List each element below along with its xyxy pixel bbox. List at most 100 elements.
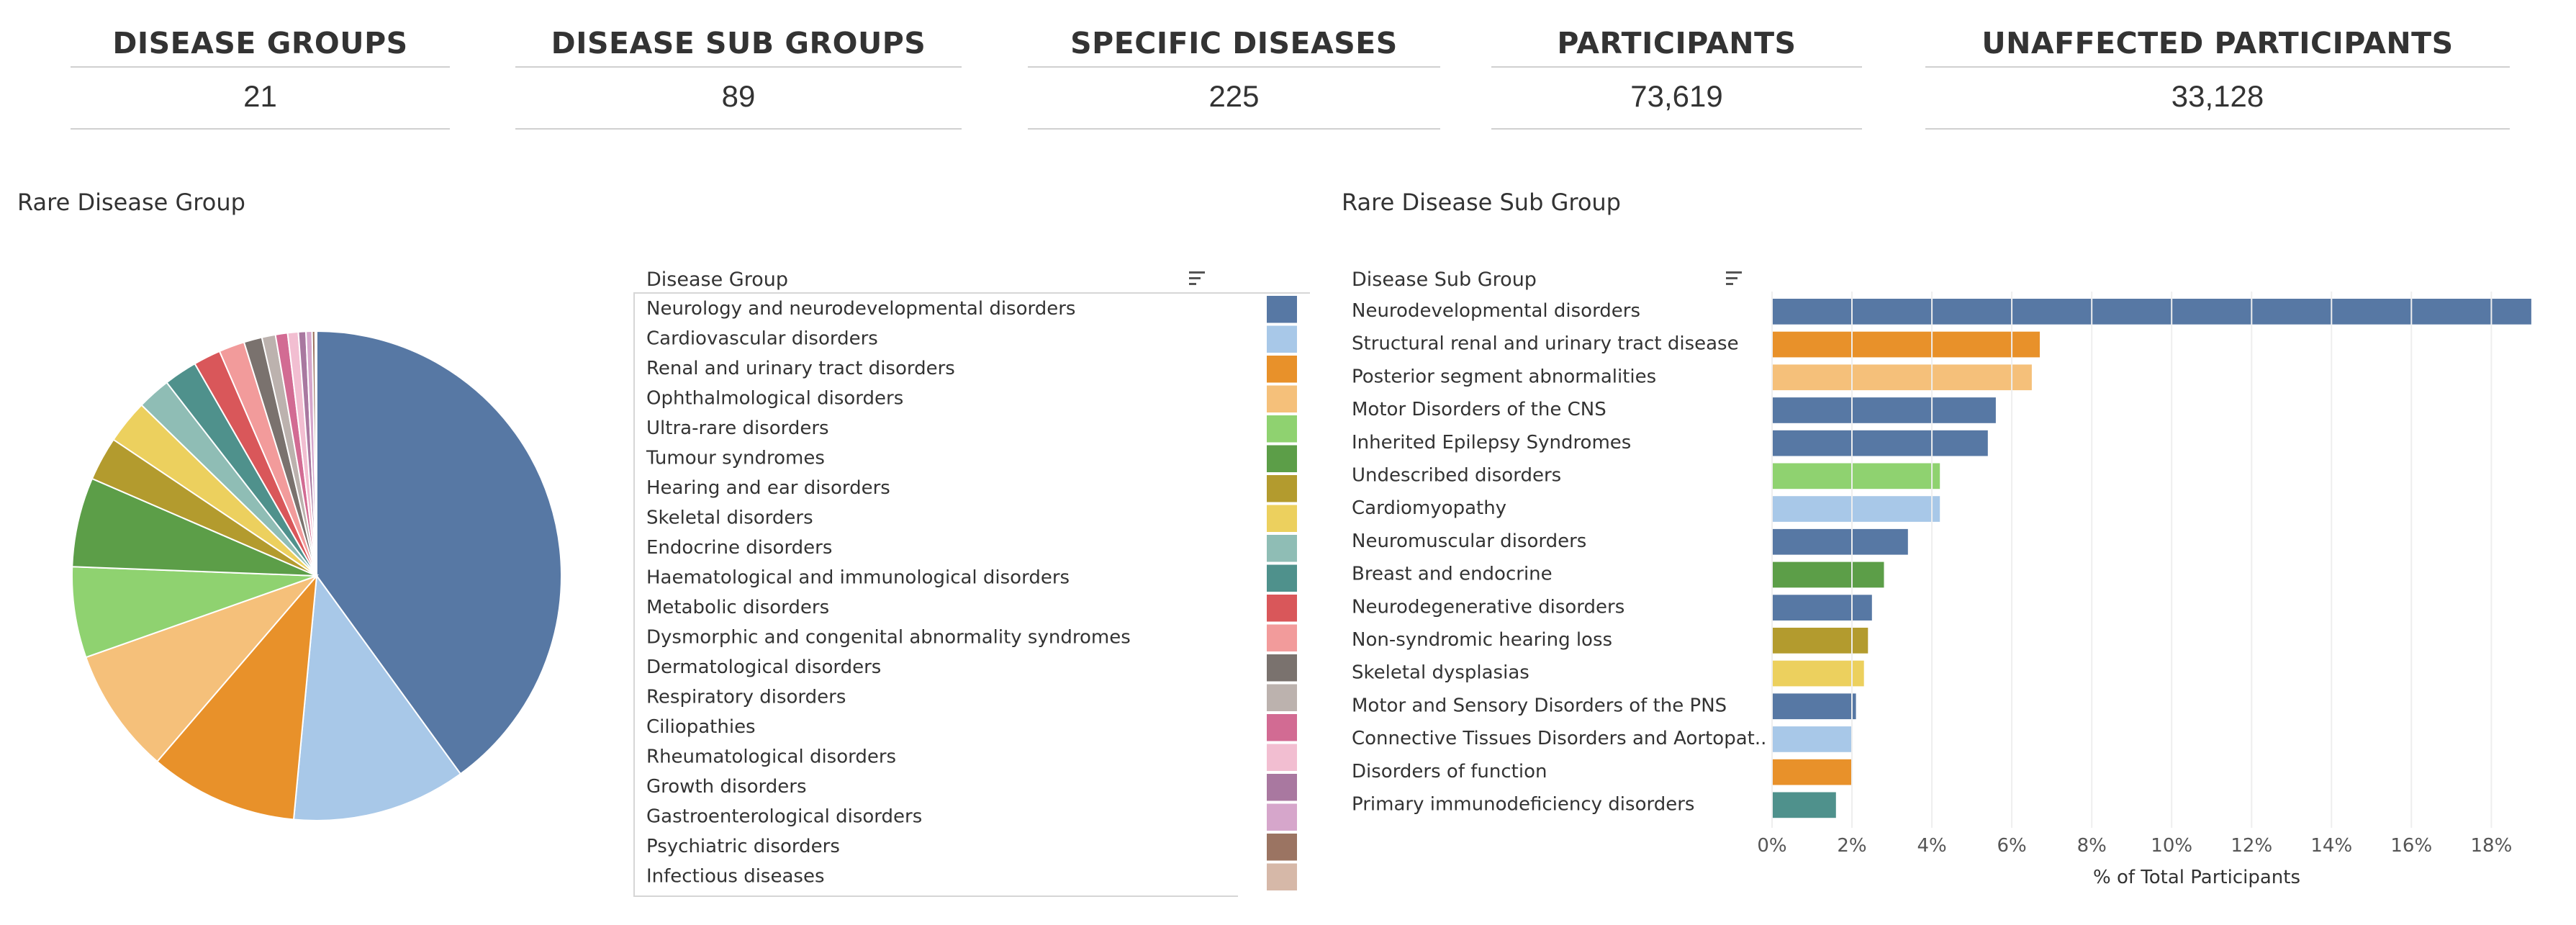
pie-chart-title: Rare Disease Group bbox=[17, 189, 245, 216]
legend-item-label: Ophthalmological disorders bbox=[646, 388, 903, 410]
x-tick-label: 6% bbox=[1997, 835, 2026, 857]
legend-swatch[interactable] bbox=[1267, 624, 1297, 652]
x-tick-label: 4% bbox=[1917, 835, 1946, 857]
bar[interactable] bbox=[1772, 595, 1872, 621]
kpi-participants: PARTICIPANTS 73,619 bbox=[1491, 22, 1862, 130]
bar[interactable] bbox=[1772, 331, 2040, 358]
legend-swatch[interactable] bbox=[1267, 595, 1297, 622]
sort-icon[interactable] bbox=[1189, 271, 1205, 285]
bar[interactable] bbox=[1772, 397, 1996, 423]
bar-category-label: Non-syndromic hearing loss bbox=[1352, 629, 1612, 651]
bar[interactable] bbox=[1772, 561, 1884, 588]
legend-item-label: Hearing and ear disorders bbox=[646, 477, 890, 499]
pie-chart bbox=[71, 330, 563, 821]
legend-swatch[interactable] bbox=[1267, 834, 1297, 861]
legend-swatch[interactable] bbox=[1267, 535, 1297, 562]
bar[interactable] bbox=[1772, 430, 1988, 456]
bar-category-label: Disorders of function bbox=[1352, 761, 1547, 782]
legend-item-label: Skeletal disorders bbox=[646, 507, 813, 529]
bar[interactable] bbox=[1772, 528, 1908, 555]
legend-swatch[interactable] bbox=[1267, 654, 1297, 682]
legend-item-label: Dermatological disorders bbox=[646, 656, 881, 678]
legend-swatch[interactable] bbox=[1267, 863, 1297, 891]
legend-item-label: Respiratory disorders bbox=[646, 687, 846, 708]
pie-slice[interactable] bbox=[71, 477, 317, 577]
legend-item-label: Ultra-rare disorders bbox=[646, 418, 829, 439]
legend-item-label: Metabolic disorders bbox=[646, 597, 829, 618]
x-tick-label: 0% bbox=[1757, 835, 1786, 857]
legend-swatch[interactable] bbox=[1267, 684, 1297, 712]
x-tick-label: 2% bbox=[1837, 835, 1866, 857]
bar-category-label: Neurodevelopmental disorders bbox=[1352, 300, 1640, 322]
kpi-value: 21 bbox=[71, 68, 450, 130]
legend-swatch[interactable] bbox=[1267, 325, 1297, 353]
legend-item-label: Growth disorders bbox=[646, 776, 807, 798]
legend-swatch[interactable] bbox=[1267, 445, 1297, 473]
legend-swatch[interactable] bbox=[1267, 564, 1297, 592]
x-tick-label: 10% bbox=[2151, 835, 2192, 857]
bar-chart: Disease Sub Group Neurodevelopmental dis… bbox=[1352, 269, 2531, 888]
legend-item-label: Endocrine disorders bbox=[646, 537, 832, 559]
kpi-label: DISEASE GROUPS bbox=[71, 22, 450, 68]
bar-category-label: Structural renal and urinary tract disea… bbox=[1352, 333, 1739, 355]
x-tick-label: 16% bbox=[2390, 835, 2432, 857]
bar[interactable] bbox=[1772, 693, 1856, 720]
bar-category-label: Neurodegenerative disorders bbox=[1352, 596, 1624, 618]
pie-slice[interactable] bbox=[316, 330, 563, 775]
pie-slice[interactable] bbox=[71, 566, 317, 659]
bar[interactable] bbox=[1772, 299, 2531, 325]
bar-category-label: Motor and Sensory Disorders of the PNS bbox=[1352, 695, 1727, 716]
bar-category-label: Skeletal dysplasias bbox=[1352, 662, 1529, 684]
x-axis-title: % of Total Participants bbox=[2093, 867, 2300, 888]
kpi-disease-groups: DISEASE GROUPS 21 bbox=[71, 22, 450, 130]
pie-slice[interactable] bbox=[85, 574, 320, 763]
legend-item-label: Renal and urinary tract disorders bbox=[646, 358, 955, 379]
pie-slice[interactable] bbox=[314, 330, 317, 577]
bar[interactable] bbox=[1772, 364, 2032, 391]
legend-item-label: Infectious diseases bbox=[646, 866, 825, 888]
bar-column-header: Disease Sub Group bbox=[1352, 269, 1537, 291]
kpi-label: DISEASE SUB GROUPS bbox=[515, 22, 962, 68]
bar[interactable] bbox=[1772, 628, 1868, 654]
bar[interactable] bbox=[1772, 792, 1836, 818]
bar-category-label: Inherited Epilepsy Syndromes bbox=[1352, 432, 1631, 454]
legend-item-label: Ciliopathies bbox=[646, 716, 756, 738]
kpi-disease-sub-groups: DISEASE SUB GROUPS 89 bbox=[515, 22, 962, 130]
legend-swatch[interactable] bbox=[1267, 475, 1297, 502]
x-tick-label: 8% bbox=[2077, 835, 2107, 857]
kpi-value: 89 bbox=[515, 68, 962, 130]
kpi-value: 33,128 bbox=[1925, 68, 2510, 130]
kpi-label: UNAFFECTED PARTICIPANTS bbox=[1925, 22, 2510, 68]
legend-swatch[interactable] bbox=[1267, 744, 1297, 772]
legend-swatch[interactable] bbox=[1267, 714, 1297, 741]
bar-category-label: Motor Disorders of the CNS bbox=[1352, 399, 1606, 420]
pie-legend: Disease Group Neurology and neurodevelop… bbox=[633, 269, 1310, 897]
pie-slice[interactable] bbox=[292, 574, 462, 821]
bar-category-label: Breast and endocrine bbox=[1352, 564, 1553, 585]
bar-category-label: Cardiomyopathy bbox=[1352, 497, 1506, 519]
legend-swatch[interactable] bbox=[1267, 505, 1297, 533]
legend-swatch[interactable] bbox=[1267, 385, 1297, 413]
legend-swatch[interactable] bbox=[1267, 803, 1297, 831]
bar[interactable] bbox=[1772, 496, 1940, 522]
kpi-unaffected-participants: UNAFFECTED PARTICIPANTS 33,128 bbox=[1925, 22, 2510, 130]
legend-item-label: Tumour syndromes bbox=[646, 448, 825, 469]
bar-category-label: Connective Tissues Disorders and Aortopa… bbox=[1352, 728, 1766, 749]
x-tick-label: 18% bbox=[2471, 835, 2513, 857]
legend-swatch[interactable] bbox=[1267, 296, 1297, 323]
legend-header: Disease Group bbox=[646, 269, 788, 291]
legend-swatch[interactable] bbox=[1267, 356, 1297, 383]
bar[interactable] bbox=[1772, 463, 1940, 489]
bar-category-label: Neuromuscular disorders bbox=[1352, 531, 1586, 552]
sort-icon[interactable] bbox=[1726, 271, 1742, 285]
bar[interactable] bbox=[1772, 726, 1852, 752]
pie-slice[interactable] bbox=[155, 573, 318, 821]
bar-category-label: Posterior segment abnormalities bbox=[1352, 366, 1656, 387]
legend-item-label: Haematological and immunological disorde… bbox=[646, 567, 1070, 589]
kpi-label: PARTICIPANTS bbox=[1491, 22, 1862, 68]
bar[interactable] bbox=[1772, 759, 1852, 785]
bar[interactable] bbox=[1772, 660, 1864, 687]
legend-swatch[interactable] bbox=[1267, 415, 1297, 443]
legend-item-label: Neurology and neurodevelopmental disorde… bbox=[646, 298, 1075, 320]
legend-swatch[interactable] bbox=[1267, 774, 1297, 801]
